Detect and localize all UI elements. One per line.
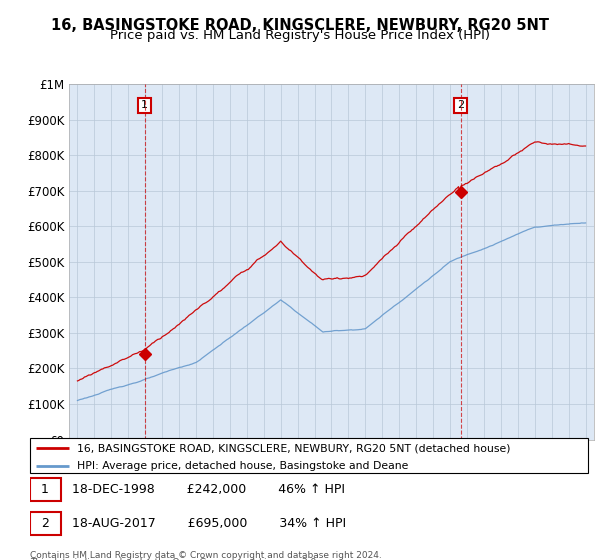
FancyBboxPatch shape	[30, 512, 61, 535]
Text: 16, BASINGSTOKE ROAD, KINGSCLERE, NEWBURY, RG20 5NT: 16, BASINGSTOKE ROAD, KINGSCLERE, NEWBUR…	[51, 18, 549, 33]
FancyBboxPatch shape	[30, 478, 61, 501]
Text: 1: 1	[41, 483, 49, 496]
FancyBboxPatch shape	[30, 438, 588, 473]
Text: 2: 2	[41, 517, 49, 530]
Text: 1: 1	[141, 100, 148, 110]
Text: HPI: Average price, detached house, Basingstoke and Deane: HPI: Average price, detached house, Basi…	[77, 460, 409, 470]
Text: 16, BASINGSTOKE ROAD, KINGSCLERE, NEWBURY, RG20 5NT (detached house): 16, BASINGSTOKE ROAD, KINGSCLERE, NEWBUR…	[77, 443, 511, 453]
Text: This data is licensed under the Open Government Licence v3.0.: This data is licensed under the Open Gov…	[30, 558, 319, 560]
Text: 2: 2	[457, 100, 464, 110]
Text: 18-AUG-2017        £695,000        34% ↑ HPI: 18-AUG-2017 £695,000 34% ↑ HPI	[72, 517, 346, 530]
Text: Price paid vs. HM Land Registry's House Price Index (HPI): Price paid vs. HM Land Registry's House …	[110, 29, 490, 42]
Text: Contains HM Land Registry data © Crown copyright and database right 2024.: Contains HM Land Registry data © Crown c…	[30, 551, 382, 560]
Text: 18-DEC-1998        £242,000        46% ↑ HPI: 18-DEC-1998 £242,000 46% ↑ HPI	[72, 483, 345, 496]
